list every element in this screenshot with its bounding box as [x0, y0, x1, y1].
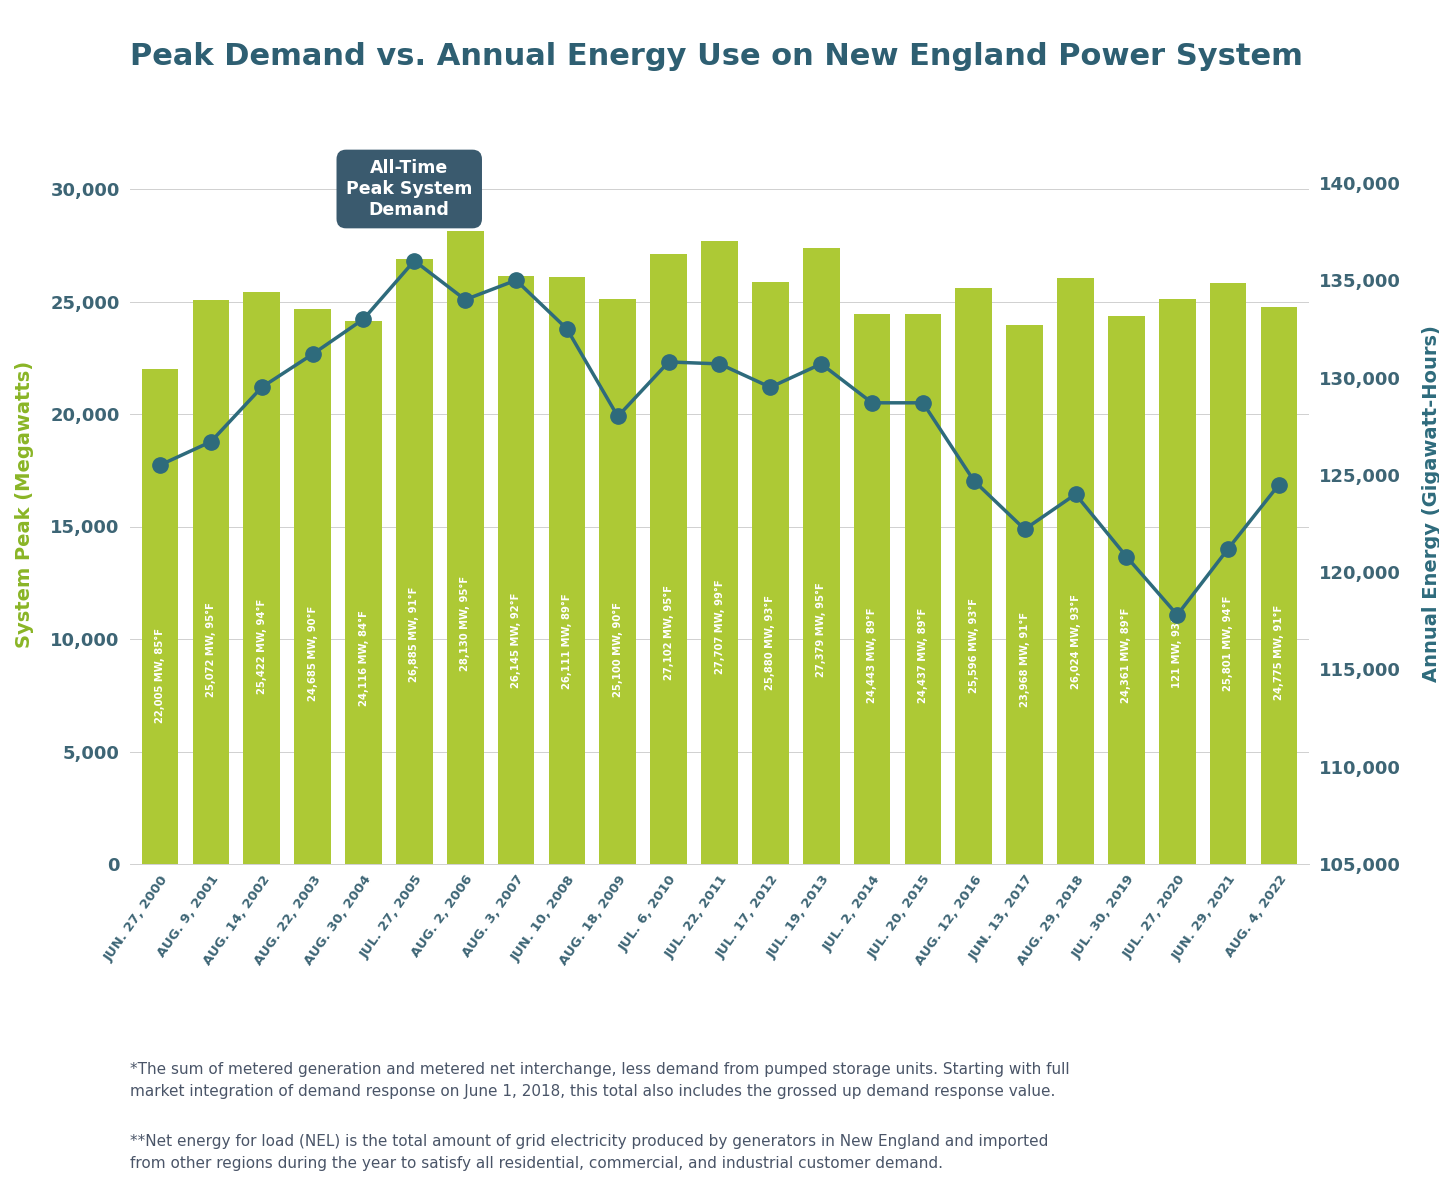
- Bar: [1108, 316, 1144, 864]
- Bar: [803, 248, 839, 864]
- Bar: [548, 276, 586, 864]
- Bar: [955, 288, 991, 864]
- Text: 25,596 MW, 93°F: 25,596 MW, 93°F: [968, 598, 979, 692]
- Text: 24,685 MW, 90°F: 24,685 MW, 90°F: [308, 605, 318, 701]
- Text: 26,145 MW, 92°F: 26,145 MW, 92°F: [511, 593, 521, 688]
- Bar: [600, 299, 636, 864]
- Text: 25,072 MW, 95°F: 25,072 MW, 95°F: [206, 602, 216, 697]
- Bar: [498, 276, 534, 864]
- Bar: [295, 308, 331, 864]
- Bar: [1158, 299, 1196, 864]
- Text: 24,361 MW, 89°F: 24,361 MW, 89°F: [1121, 608, 1131, 703]
- Bar: [701, 240, 738, 864]
- Text: 26,111 MW, 89°F: 26,111 MW, 89°F: [561, 593, 571, 689]
- Bar: [243, 292, 281, 864]
- Bar: [193, 300, 229, 864]
- Text: 22,005 MW, 85°F: 22,005 MW, 85°F: [155, 629, 165, 724]
- Text: 27,379 MW, 95°F: 27,379 MW, 95°F: [816, 582, 826, 677]
- Bar: [141, 368, 178, 864]
- Text: 23,968 MW, 91°F: 23,968 MW, 91°F: [1020, 612, 1030, 707]
- Text: All-Time
Peak System
Demand: All-Time Peak System Demand: [345, 160, 472, 223]
- Bar: [1261, 306, 1298, 864]
- Text: 25,880 MW, 93°F: 25,880 MW, 93°F: [766, 595, 776, 690]
- Text: 121 MW, 93°F: 121 MW, 93°F: [1173, 611, 1183, 688]
- Text: 25,100 MW, 90°F: 25,100 MW, 90°F: [613, 602, 623, 697]
- Bar: [650, 254, 686, 864]
- Text: Peak Demand vs. Annual Energy Use on New England Power System: Peak Demand vs. Annual Energy Use on New…: [130, 42, 1302, 71]
- Text: 28,130 MW, 95°F: 28,130 MW, 95°F: [460, 576, 471, 671]
- Text: **Net energy for load (NEL) is the total amount of grid electricity produced by : **Net energy for load (NEL) is the total…: [130, 1134, 1048, 1171]
- Bar: [1058, 278, 1094, 864]
- Text: 25,801 MW, 94°F: 25,801 MW, 94°F: [1223, 595, 1233, 691]
- Bar: [1210, 283, 1246, 864]
- Bar: [1006, 325, 1043, 864]
- Text: 26,024 MW, 93°F: 26,024 MW, 93°F: [1071, 594, 1081, 689]
- Bar: [345, 322, 381, 864]
- Bar: [853, 314, 891, 864]
- Y-axis label: Annual Energy (Gigawatt-Hours): Annual Energy (Gigawatt-Hours): [1422, 325, 1439, 683]
- Text: *The sum of metered generation and metered net interchange, less demand from pum: *The sum of metered generation and meter…: [130, 1062, 1069, 1099]
- Bar: [753, 282, 789, 864]
- Text: 25,422 MW, 94°F: 25,422 MW, 94°F: [256, 599, 266, 695]
- Bar: [448, 232, 484, 864]
- Bar: [905, 314, 941, 864]
- Y-axis label: System Peak (Megawatts): System Peak (Megawatts): [14, 360, 33, 648]
- Text: 24,116 MW, 84°F: 24,116 MW, 84°F: [358, 610, 368, 706]
- Text: 24,437 MW, 89°F: 24,437 MW, 89°F: [918, 607, 928, 703]
- Text: 24,443 MW, 89°F: 24,443 MW, 89°F: [868, 607, 878, 703]
- Text: 24,775 MW, 91°F: 24,775 MW, 91°F: [1274, 605, 1284, 700]
- Text: 26,885 MW, 91°F: 26,885 MW, 91°F: [409, 587, 419, 682]
- Bar: [396, 259, 433, 864]
- Text: 27,102 MW, 95°F: 27,102 MW, 95°F: [663, 584, 673, 679]
- Text: 27,707 MW, 99°F: 27,707 MW, 99°F: [714, 580, 725, 674]
